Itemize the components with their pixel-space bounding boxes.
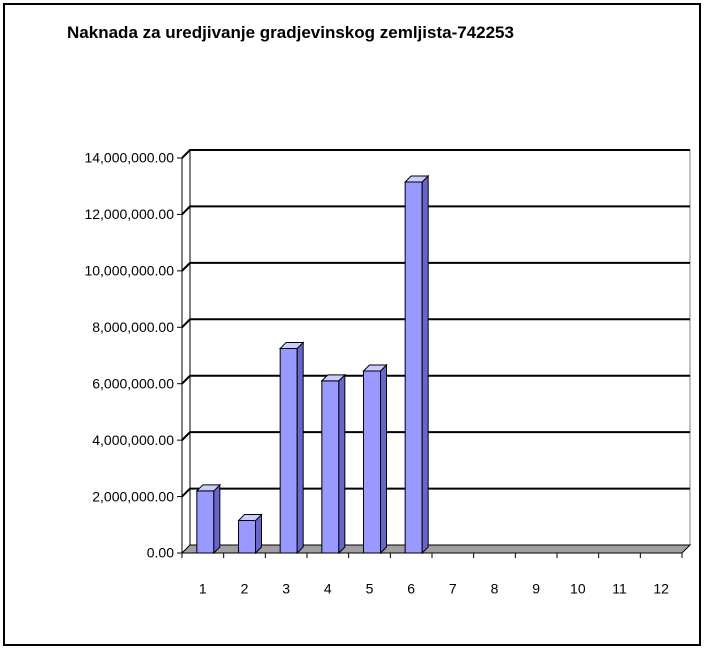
y-tick-label: 0.00 [147, 545, 174, 561]
chart-frame [3, 3, 701, 646]
bar [237, 513, 263, 555]
x-tick-label: 8 [491, 581, 499, 597]
x-tick-label: 7 [449, 581, 457, 597]
bar-front [321, 380, 340, 554]
bar-side [213, 483, 221, 555]
bar-side [338, 373, 346, 555]
bar [320, 373, 347, 555]
bar-top [362, 364, 388, 372]
bar-front [279, 347, 298, 554]
x-tick-label: 1 [199, 581, 207, 597]
x-tick-label: 3 [282, 581, 290, 597]
bar-front [363, 370, 381, 554]
y-tick-label: 12,000,000.00 [84, 206, 174, 222]
bar-side [380, 363, 387, 555]
x-tick-label: 4 [324, 581, 332, 597]
x-tick-label: 2 [241, 581, 249, 597]
bar-top [320, 374, 347, 382]
bar-top [237, 514, 263, 522]
bar-front [238, 520, 256, 554]
bar-top [403, 175, 430, 183]
y-tick-label: 4,000,000.00 [92, 432, 174, 448]
x-tick-label: 5 [366, 581, 374, 597]
back-wall [189, 149, 691, 546]
bar [195, 483, 222, 555]
bar-side [421, 174, 429, 555]
bar-top [278, 341, 305, 349]
bar-front [196, 490, 215, 554]
x-tick-label: 6 [407, 581, 415, 597]
y-tick-label: 14,000,000.00 [84, 150, 174, 166]
bar-front [404, 181, 423, 554]
x-tick-label: 11 [612, 581, 627, 597]
y-tick-label: 6,000,000.00 [92, 375, 174, 391]
x-tick-label: 9 [532, 581, 540, 597]
y-tick-label: 8,000,000.00 [92, 319, 174, 335]
bar [403, 174, 430, 555]
chart-title: Naknada za uredjivanje gradjevinskog zem… [67, 23, 514, 42]
y-tick-label: 10,000,000.00 [84, 263, 174, 279]
bar-top [195, 484, 222, 492]
x-tick-label: 12 [653, 581, 669, 597]
bar [278, 341, 305, 555]
x-tick-label: 10 [570, 581, 586, 597]
y-tick-label: 2,000,000.00 [92, 488, 174, 504]
bar [362, 363, 388, 555]
bar-side [296, 341, 304, 555]
